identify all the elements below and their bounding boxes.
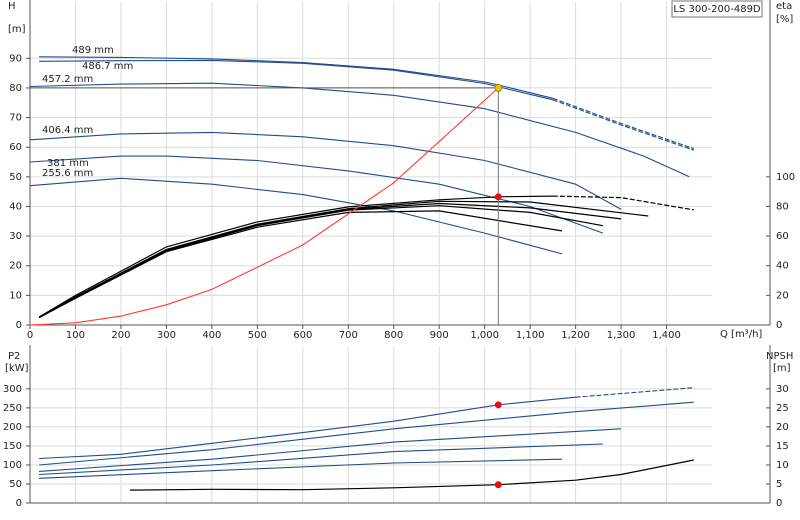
duty-point xyxy=(494,401,502,409)
y2-tick-label: 40 xyxy=(776,261,789,272)
curve-label: 406.4 mm xyxy=(42,125,93,136)
y-tick-label: 50 xyxy=(9,479,22,490)
curve-label: 457.2 mm xyxy=(42,74,93,85)
y-axis-unit: [kW] xyxy=(5,363,29,374)
y-axis-label: H xyxy=(8,1,16,12)
title-box xyxy=(671,0,763,18)
y-tick-label: 0 xyxy=(16,498,22,509)
y2-axis-unit: [m] xyxy=(773,363,791,374)
x-axis-label: Q [m³/h] xyxy=(720,329,762,340)
y-tick-label: 0 xyxy=(16,320,22,331)
y2-tick-label: 5 xyxy=(776,479,782,490)
y2-tick-label: 30 xyxy=(776,384,789,395)
curve xyxy=(38,200,649,319)
curve xyxy=(575,387,694,398)
x-tick-label: 300 xyxy=(157,330,176,341)
y-tick-label: 100 xyxy=(3,460,22,471)
curve xyxy=(552,195,694,211)
y-tick-label: 10 xyxy=(9,290,22,301)
y2-tick-label: 15 xyxy=(776,441,789,452)
curve xyxy=(29,87,499,326)
y-axis-label: P2 xyxy=(8,351,20,362)
curve-label: 255.6 mm xyxy=(42,168,93,179)
curve xyxy=(39,396,576,460)
curve xyxy=(39,401,694,466)
curve xyxy=(38,205,604,319)
y2-tick-label: 100 xyxy=(776,172,795,183)
curve xyxy=(38,210,563,319)
x-tick-label: 1,000 xyxy=(470,330,499,341)
y-axis-unit: [m] xyxy=(8,24,26,35)
curve xyxy=(129,459,694,491)
x-tick-label: 800 xyxy=(384,330,403,341)
y2-axis-unit: [%] xyxy=(776,14,793,25)
x-tick-label: 0 xyxy=(27,330,33,341)
y-tick-label: 70 xyxy=(9,113,22,124)
y2-tick-label: 20 xyxy=(776,422,789,433)
y2-tick-label: 20 xyxy=(776,290,789,301)
y-tick-label: 60 xyxy=(9,142,22,153)
chart-title: LS 300-200-489D xyxy=(673,4,761,15)
y-tick-label: 300 xyxy=(3,384,22,395)
duty-point xyxy=(494,481,502,489)
curve xyxy=(39,428,622,472)
y-tick-label: 50 xyxy=(9,172,22,183)
curve xyxy=(29,82,690,178)
y2-tick-label: 25 xyxy=(776,403,789,414)
y-tick-label: 80 xyxy=(9,83,22,94)
x-tick-label: 1,200 xyxy=(561,330,590,341)
curve-label: 381 mm xyxy=(47,158,89,169)
x-tick-label: 1,400 xyxy=(652,330,681,341)
y2-axis-label: eta xyxy=(776,1,792,12)
y-tick-label: 250 xyxy=(3,403,22,414)
curve xyxy=(39,458,563,479)
x-tick-label: 700 xyxy=(339,330,358,341)
duty-point xyxy=(494,193,502,201)
y-tick-label: 20 xyxy=(9,261,22,272)
x-tick-label: 400 xyxy=(202,330,221,341)
curve-label: 486.7 mm xyxy=(82,61,133,72)
y-tick-label: 90 xyxy=(9,53,22,64)
curve xyxy=(552,97,694,150)
x-tick-label: 600 xyxy=(293,330,312,341)
x-tick-label: 100 xyxy=(66,330,85,341)
y2-axis-label: NPSH xyxy=(766,351,793,362)
curve xyxy=(29,177,563,255)
x-tick-label: 200 xyxy=(111,330,130,341)
duty-point xyxy=(494,84,503,92)
x-tick-label: 500 xyxy=(248,330,267,341)
y2-tick-label: 80 xyxy=(776,201,789,212)
x-tick-label: 1,100 xyxy=(516,330,545,341)
y2-tick-label: 10 xyxy=(776,460,789,471)
y2-tick-label: 0 xyxy=(776,498,782,509)
curve xyxy=(29,131,622,210)
y-tick-label: 40 xyxy=(9,201,22,212)
y-tick-label: 200 xyxy=(3,422,22,433)
curve xyxy=(29,155,604,234)
curve-label: 489 mm xyxy=(72,45,114,56)
curve xyxy=(39,59,554,101)
y2-tick-label: 0 xyxy=(776,320,782,331)
curve xyxy=(38,202,622,319)
y-tick-label: 150 xyxy=(3,441,22,452)
curve xyxy=(39,56,554,99)
curve xyxy=(39,443,603,476)
x-tick-label: 1,300 xyxy=(607,330,636,341)
curve xyxy=(552,99,694,151)
curve xyxy=(38,195,553,318)
y2-tick-label: 60 xyxy=(776,231,789,242)
y-tick-label: 30 xyxy=(9,231,22,242)
x-tick-label: 900 xyxy=(430,330,449,341)
